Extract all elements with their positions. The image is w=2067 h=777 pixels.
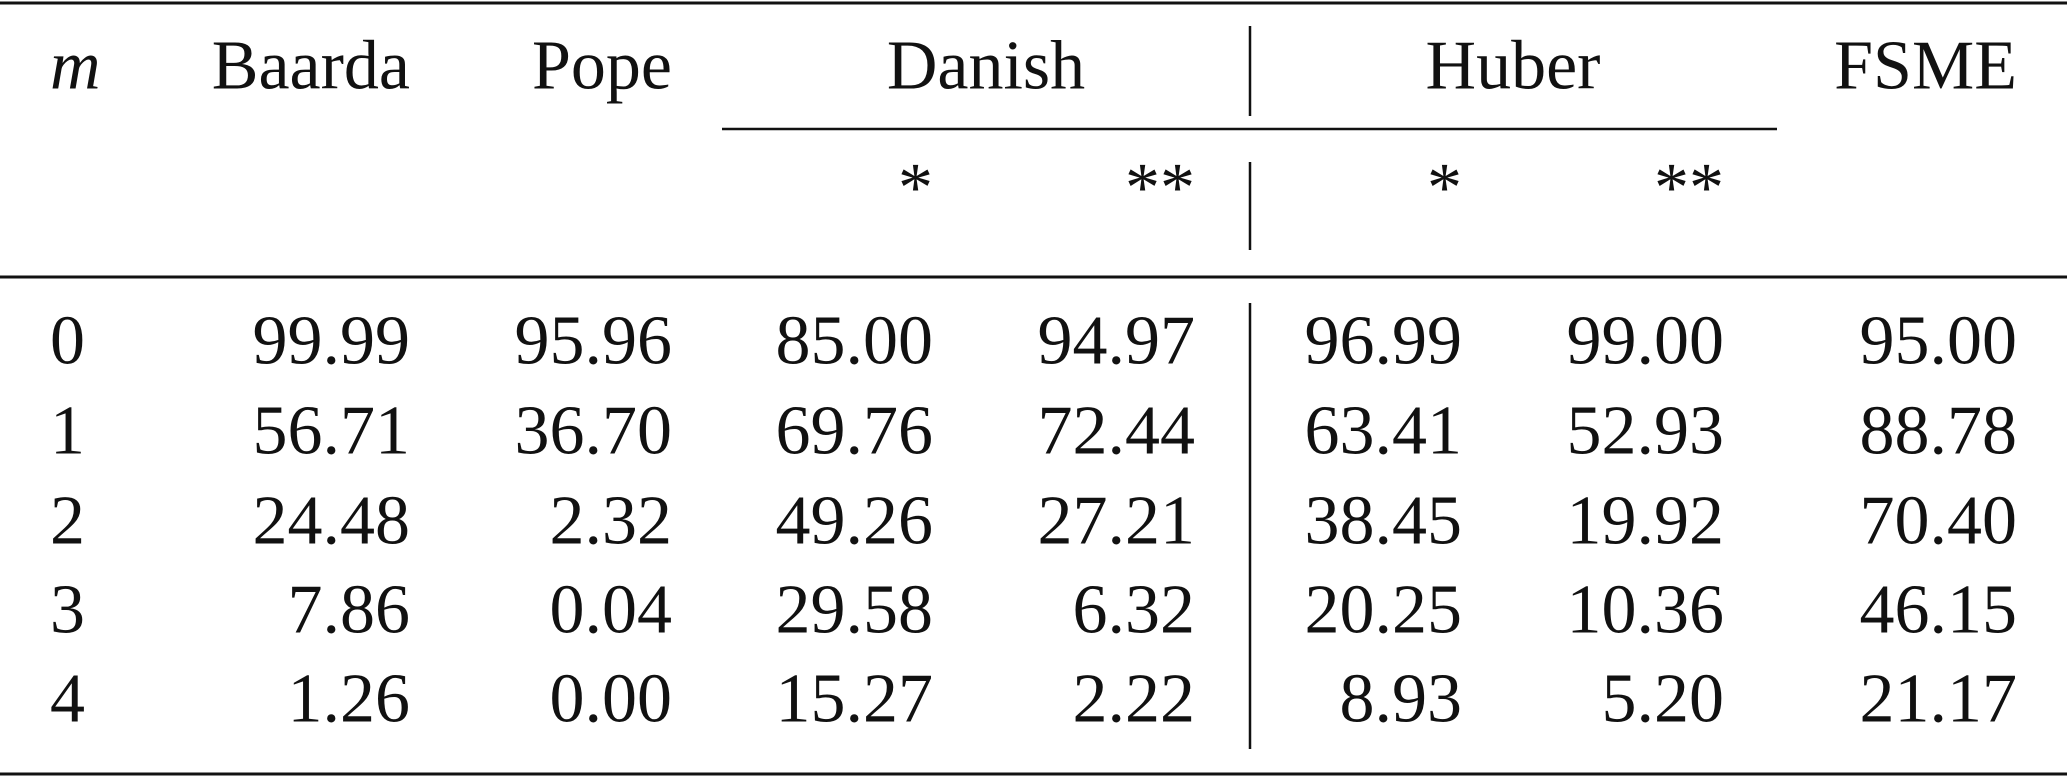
cell: 0.00 bbox=[550, 661, 673, 738]
cell: 70.40 bbox=[1860, 483, 2018, 560]
cell: 72.44 bbox=[1038, 393, 1196, 470]
cell: 15.27 bbox=[776, 661, 934, 738]
column-header: FSME bbox=[1834, 28, 2017, 105]
cell: 88.78 bbox=[1860, 393, 2018, 470]
cell: 2.22 bbox=[1073, 661, 1196, 738]
cell: 96.99 bbox=[1305, 303, 1463, 380]
cell: 38.45 bbox=[1305, 483, 1463, 560]
cell: 19.92 bbox=[1567, 483, 1725, 560]
column-header: m bbox=[50, 28, 101, 105]
cell: 8.93 bbox=[1340, 661, 1463, 738]
cell: 56.71 bbox=[253, 393, 411, 470]
row-label: 0 bbox=[50, 303, 85, 380]
cell: 2.32 bbox=[550, 483, 673, 560]
cell: 27.21 bbox=[1038, 483, 1196, 560]
cell: 5.20 bbox=[1602, 661, 1725, 738]
cell: 36.70 bbox=[515, 393, 673, 470]
cell: 6.32 bbox=[1073, 572, 1196, 649]
row-label: 2 bbox=[50, 483, 85, 560]
cell: 63.41 bbox=[1305, 393, 1463, 470]
column-header: Baarda bbox=[212, 28, 410, 105]
row-label: 3 bbox=[50, 572, 85, 649]
cell: 85.00 bbox=[776, 303, 934, 380]
cell: 10.36 bbox=[1567, 572, 1725, 649]
row-label: 4 bbox=[50, 661, 85, 738]
cell: 69.76 bbox=[776, 393, 934, 470]
cell: 1.26 bbox=[288, 661, 411, 738]
cell: 52.93 bbox=[1567, 393, 1725, 470]
column-subheader: * bbox=[898, 150, 933, 227]
column-subheader: ** bbox=[1125, 150, 1195, 227]
cell: 21.17 bbox=[1860, 661, 2018, 738]
cell: 95.00 bbox=[1860, 303, 2018, 380]
column-header: Pope bbox=[532, 28, 672, 105]
row-label: 1 bbox=[50, 393, 85, 470]
column-header: Huber bbox=[1426, 28, 1601, 105]
cell: 49.26 bbox=[776, 483, 934, 560]
column-header: Danish bbox=[887, 28, 1085, 105]
cell: 99.99 bbox=[253, 303, 411, 380]
cell: 95.96 bbox=[515, 303, 673, 380]
cell: 99.00 bbox=[1567, 303, 1725, 380]
cell: 94.97 bbox=[1038, 303, 1196, 380]
cell: 29.58 bbox=[776, 572, 934, 649]
cell: 7.86 bbox=[288, 572, 411, 649]
cell: 24.48 bbox=[253, 483, 411, 560]
cell: 46.15 bbox=[1860, 572, 2018, 649]
cell: 0.04 bbox=[550, 572, 673, 649]
column-subheader: ** bbox=[1654, 150, 1724, 227]
cell: 20.25 bbox=[1305, 572, 1463, 649]
column-subheader: * bbox=[1427, 150, 1462, 227]
